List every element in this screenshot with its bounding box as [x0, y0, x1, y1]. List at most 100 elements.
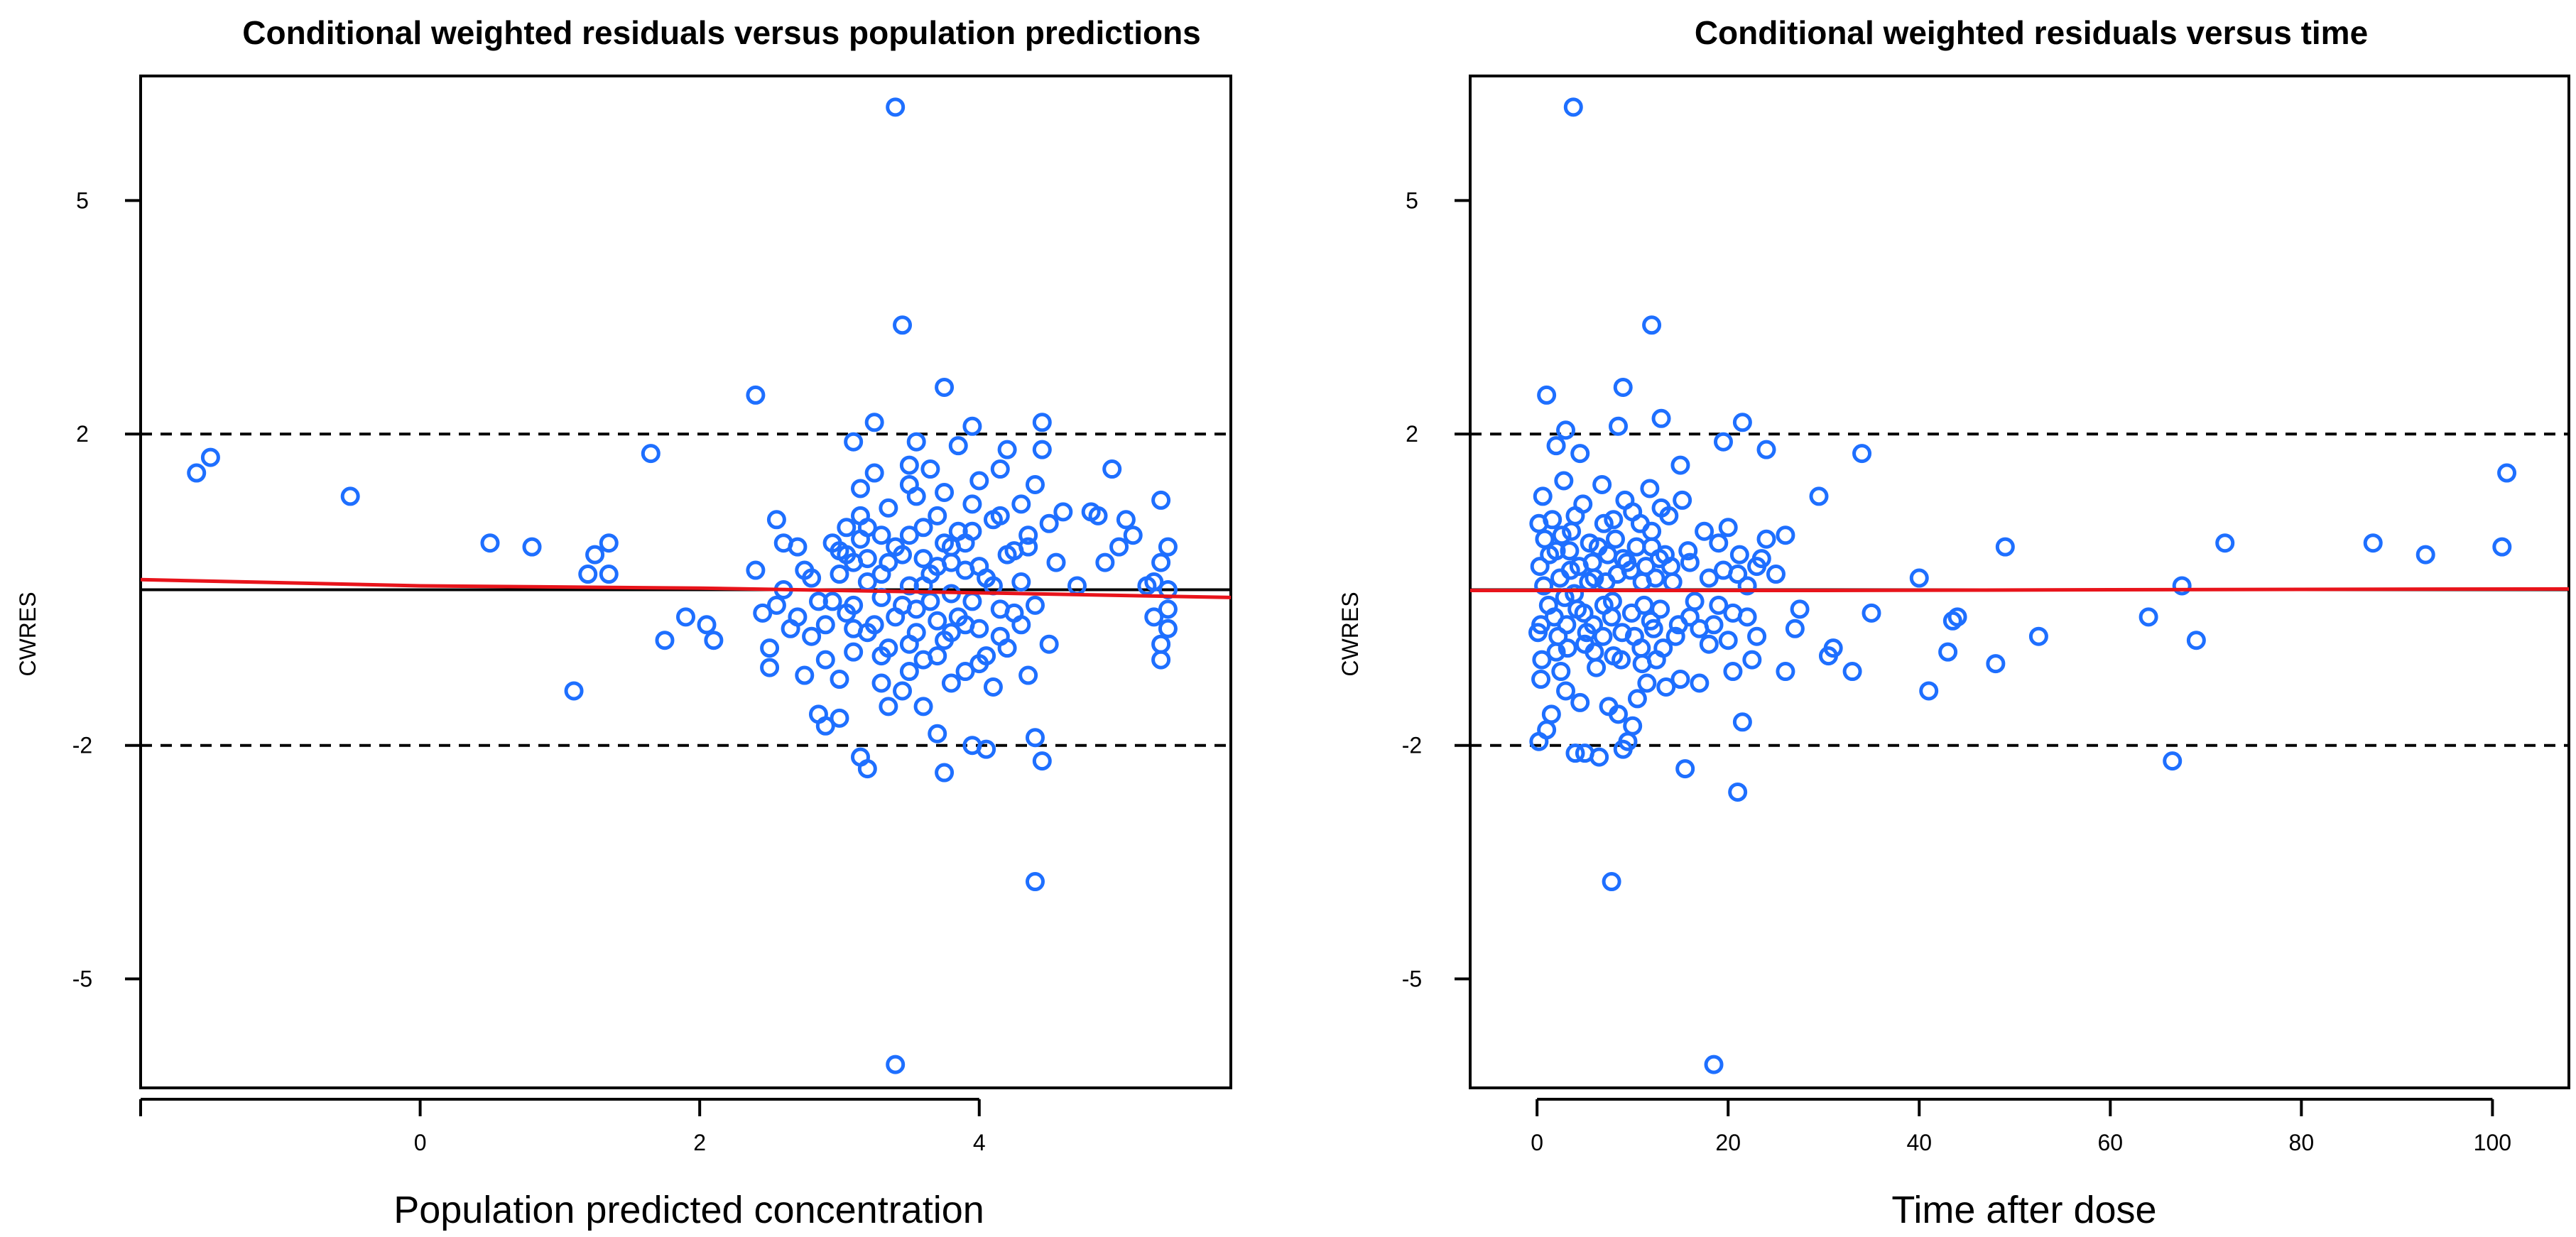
right-data-point [1642, 521, 1662, 541]
left-data-point [676, 607, 695, 627]
right-data-point [1842, 662, 1862, 682]
left-data-point [200, 447, 220, 467]
right-data-point [1919, 681, 1939, 701]
left-y-axis-label: CWRES [15, 592, 40, 676]
left-data-point [955, 662, 975, 682]
right-data-point [1627, 689, 1647, 709]
right-data-point [1737, 576, 1757, 596]
left-data-point [585, 545, 605, 565]
left-data-point [857, 759, 877, 779]
left-data-point [997, 440, 1017, 459]
left-data-point [844, 642, 864, 662]
left-data-point [1018, 665, 1038, 685]
right-data-point [1942, 611, 1962, 631]
left-data-point [879, 498, 898, 518]
left-data-point [1025, 595, 1045, 615]
right-data-point [1673, 490, 1692, 510]
left-data-point [522, 537, 542, 557]
left-data-point [1025, 728, 1045, 748]
left-data-point [1046, 552, 1066, 572]
left-y-tick-label: -5 [72, 966, 92, 992]
left-data-point [1102, 459, 1122, 479]
left-data-point [1095, 552, 1115, 572]
right-data-point [2163, 751, 2183, 771]
left-data-point [969, 557, 989, 577]
right-data-point [1602, 592, 1622, 611]
left-data-point [893, 315, 913, 335]
right-data-point [1531, 670, 1551, 690]
right-data-point [1551, 662, 1571, 682]
right-data-point [1602, 872, 1621, 892]
right-data-point [1680, 552, 1700, 572]
right-data-point [1747, 557, 1767, 577]
left-data-point [746, 385, 766, 405]
right-data-point [1550, 568, 1570, 588]
left-data-point [830, 541, 849, 561]
left-data-point [599, 533, 619, 553]
left-chart-title: Conditional weighted residuals versus po… [242, 14, 1201, 51]
left-data-point [1039, 634, 1059, 654]
left-data-point [1151, 490, 1171, 510]
left-data-point [962, 521, 982, 541]
left-data-point [913, 697, 933, 716]
right-data-point [1709, 595, 1729, 615]
right-data-point [1584, 615, 1604, 635]
right-data-point [1675, 759, 1695, 779]
right-data-point [1809, 486, 1829, 506]
left-data-point [1032, 751, 1052, 771]
right-data-point [1613, 549, 1633, 569]
right-x-axis: 0 20 40 60 80 100 [1531, 1098, 2511, 1155]
right-data-point [1728, 782, 1748, 802]
right-data-point [2492, 537, 2512, 557]
right-data-point [1587, 658, 1607, 677]
left-data-point [928, 611, 947, 631]
right-data-point [1613, 377, 1633, 397]
left-data-point [480, 533, 500, 553]
left-data-point [906, 486, 926, 506]
right-data-point [1641, 611, 1661, 631]
left-data-point [655, 631, 675, 650]
left-data-point [935, 763, 955, 783]
right-data-point [1565, 506, 1585, 525]
right-data-point [1670, 670, 1690, 690]
right-data-point [1599, 697, 1619, 716]
right-data-point [1557, 615, 1577, 635]
right-data-point [1690, 673, 1710, 693]
right-data-point [1723, 662, 1743, 682]
right-data-point [1560, 541, 1580, 561]
left-data-point [1018, 537, 1038, 557]
left-data-point [1151, 552, 1171, 572]
left-data-point [704, 631, 724, 650]
left-data-point [802, 626, 822, 646]
left-data-point [844, 618, 864, 638]
right-data-point [1565, 743, 1585, 763]
right-data-point [1646, 568, 1665, 588]
right-x-tick-label: 40 [1906, 1130, 1932, 1155]
right-x-tick-label: 100 [2474, 1130, 2511, 1155]
left-plot-frame [139, 75, 1232, 1089]
right-smooth-curve [1470, 587, 2570, 593]
left-data-point [871, 525, 891, 545]
left-x-axis-label: Population predicted concentration [393, 1189, 984, 1231]
right-data-point [1609, 416, 1629, 436]
right-data-point [1546, 642, 1566, 662]
right-data-point [1532, 650, 1552, 670]
right-data-point [1636, 557, 1656, 577]
right-data-point [1742, 650, 1762, 670]
right-data-point [1776, 525, 1795, 545]
left-data-point [1032, 440, 1052, 459]
left-data-point [871, 673, 891, 693]
left-data-point [899, 455, 919, 475]
left-data-point [899, 525, 919, 545]
left-data-point [808, 592, 828, 611]
left-data-point [795, 560, 815, 580]
left-data-point [906, 623, 926, 643]
right-data-point [1534, 576, 1554, 596]
left-data-point [871, 565, 891, 584]
right-data-point [1602, 607, 1621, 627]
left-data-point [1088, 506, 1108, 525]
left-data-point [788, 607, 808, 627]
left-x-tick-label: 2 [693, 1130, 706, 1155]
left-data-point [969, 654, 989, 674]
left-data-point [962, 592, 982, 611]
